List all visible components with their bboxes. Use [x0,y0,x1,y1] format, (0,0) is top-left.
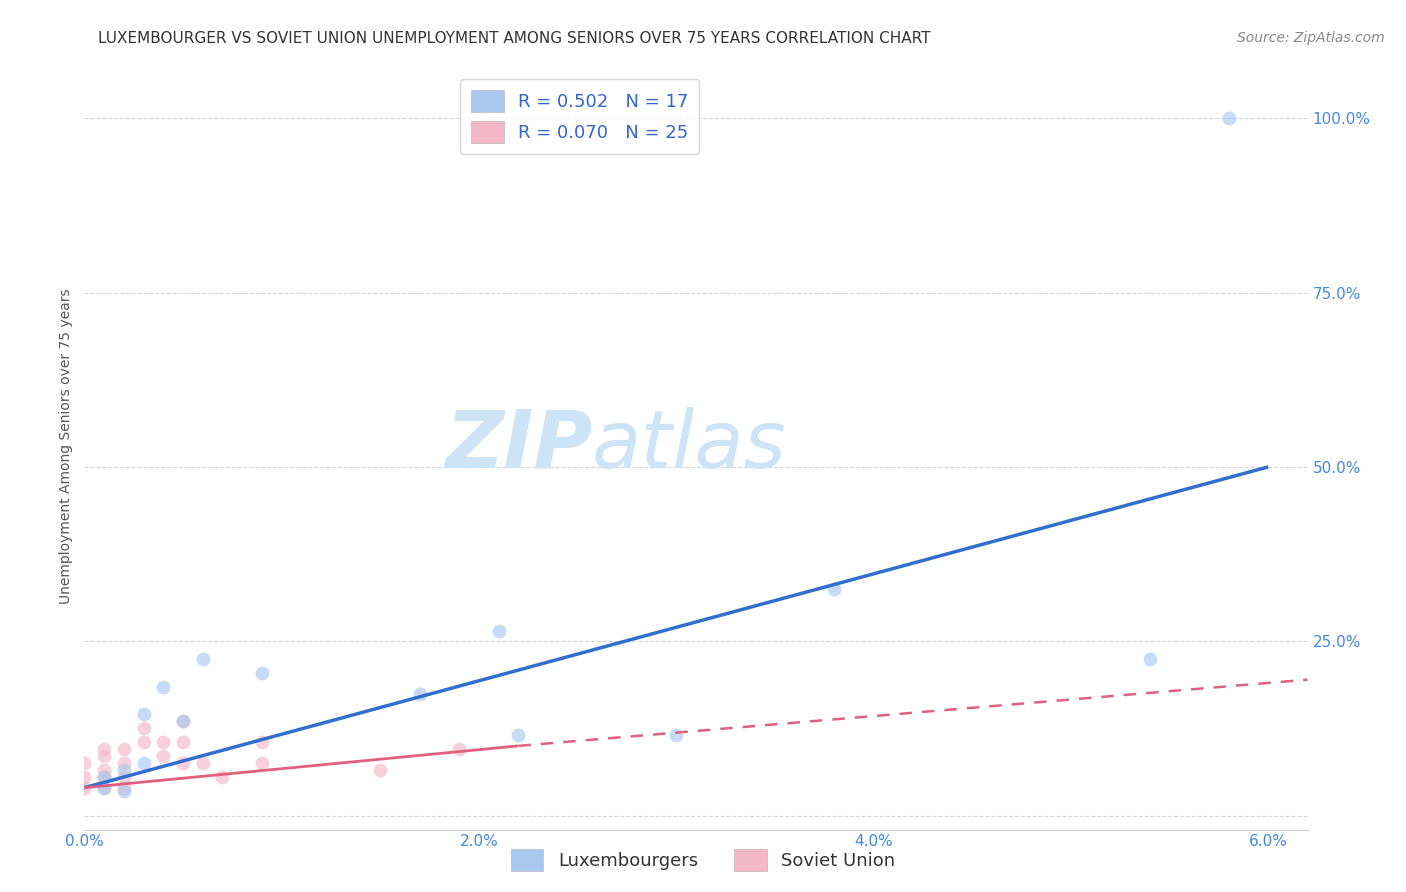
Point [73,770,96,784]
Point [172,714,194,729]
Point [132,735,155,749]
Point [93,749,115,764]
Point [132,707,155,722]
Point [93,770,115,784]
Point [250,735,273,749]
Point [132,756,155,771]
Point [112,784,135,798]
Point [508,728,530,742]
Text: LUXEMBOURGER VS SOVIET UNION UNEMPLOYMENT AMONG SENIORS OVER 75 YEARS CORRELATIO: LUXEMBOURGER VS SOVIET UNION UNEMPLOYMEN… [98,31,931,46]
Point [112,764,135,778]
Point [152,749,174,764]
Y-axis label: Unemployment Among Seniors over 75 years: Unemployment Among Seniors over 75 years [59,288,73,604]
Point [409,687,432,701]
Point [93,770,115,784]
Point [823,582,845,596]
Point [1139,651,1161,665]
Legend: R = 0.502   N = 17, R = 0.070   N = 25: R = 0.502 N = 17, R = 0.070 N = 25 [460,79,699,154]
Text: ZIP: ZIP [444,407,592,485]
Point [172,714,194,729]
Point [73,780,96,795]
Point [172,735,194,749]
Legend: Luxembourgers, Soviet Union: Luxembourgers, Soviet Union [503,842,903,879]
Point [152,735,174,749]
Text: atlas: atlas [592,407,787,485]
Point [132,722,155,736]
Point [152,680,174,694]
Point [665,728,688,742]
Point [73,756,96,771]
Point [211,770,233,784]
Point [191,756,214,771]
Point [93,780,115,795]
Point [112,780,135,795]
Point [368,764,391,778]
Point [112,756,135,771]
Point [112,742,135,756]
Point [93,764,115,778]
Point [93,742,115,756]
Point [172,756,194,771]
Point [449,742,471,756]
Point [250,756,273,771]
Point [93,780,115,795]
Point [488,624,510,638]
Point [250,665,273,680]
Point [112,770,135,784]
Text: Source: ZipAtlas.com: Source: ZipAtlas.com [1237,31,1385,45]
Point [1218,112,1240,126]
Point [191,651,214,665]
